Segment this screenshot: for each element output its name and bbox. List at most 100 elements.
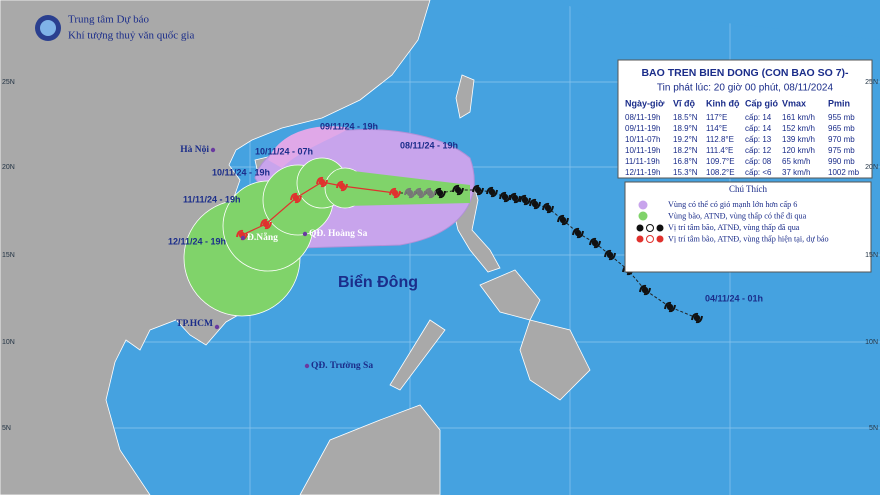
table-cell: 109.7°E xyxy=(706,157,735,166)
table-cell: cấp: <6 xyxy=(745,168,772,177)
org-subname: Khí tượng thuỷ văn quốc gia xyxy=(68,30,194,42)
legend-title: Chú Thích xyxy=(729,184,768,194)
past-position xyxy=(511,194,519,202)
place-dot xyxy=(210,147,216,153)
table-cell: 117°E xyxy=(706,113,727,122)
past-position-arm xyxy=(499,191,511,203)
table-cell: 114°E xyxy=(706,124,727,133)
past-position xyxy=(574,229,582,237)
place-dot xyxy=(304,363,310,369)
table-cell: 12/11-19h xyxy=(625,168,660,177)
legend-swatch xyxy=(638,200,648,210)
forecast-position xyxy=(292,194,300,202)
legend-item: Vùng bão, ATNĐ, vùng thấp có thể đi qua xyxy=(668,211,807,220)
legend-item: Vùng có thể có gió mạnh lớn hơn cấp 6 xyxy=(668,200,797,209)
past-position xyxy=(521,196,529,204)
place-dot xyxy=(240,235,246,241)
recent-position-arm xyxy=(424,187,436,199)
past-position-arm xyxy=(604,249,616,261)
table-header: Vmax xyxy=(782,98,806,108)
recent-position xyxy=(416,189,424,197)
table-cell: 10/11-07h xyxy=(625,135,660,144)
past-position xyxy=(666,303,674,311)
lat-label-right: 5N xyxy=(869,425,878,432)
table-cell: 65 km/h xyxy=(782,157,810,166)
forecast-position-arm xyxy=(260,218,272,230)
table-cell: cấp: 14 xyxy=(745,124,772,133)
table-cell: 990 mb xyxy=(828,157,855,166)
past-position xyxy=(606,251,614,259)
lat-label-right: 10N xyxy=(865,339,878,346)
track-label: 11/11/24 - 19h xyxy=(183,194,241,204)
forecast-position-arm xyxy=(336,180,348,192)
table-header: Pmin xyxy=(828,98,850,108)
table-cell: 111.4°E xyxy=(706,146,733,155)
table-cell: 1002 mb xyxy=(828,168,860,177)
track-label: 10/11/24 - 19h xyxy=(212,167,270,177)
forecast-position-arm xyxy=(389,187,401,199)
table-cell: 139 km/h xyxy=(782,135,815,144)
table-cell: 965 mb xyxy=(828,124,855,133)
legend-item: Vị trí tâm bão, ATNĐ, vùng thấp hiện tại… xyxy=(668,234,829,243)
table-cell: cấp: 08 xyxy=(745,157,772,166)
table-cell: 11/11-19h xyxy=(625,157,660,166)
past-position xyxy=(474,186,482,194)
table-cell: 970 mb xyxy=(828,135,855,144)
track-label: 04/11/24 - 01h xyxy=(705,293,763,303)
forecast-position-arm xyxy=(316,176,328,188)
table-cell: 18.5°N xyxy=(673,113,698,122)
past-position-arm xyxy=(664,301,676,313)
info-issued: Tin phát lúc: 20 giờ 00 phút, 08/11/2024 xyxy=(657,83,834,94)
table-cell: cấp: 12 xyxy=(745,146,772,155)
legend-swatch xyxy=(638,211,648,221)
lat-label-right: 20N xyxy=(865,164,878,171)
place-label: QĐ. Hoàng Sa xyxy=(309,229,368,239)
strong-wind-zone-north xyxy=(268,126,350,168)
past-position xyxy=(559,216,567,224)
track-label: 09/11/24 - 19h xyxy=(320,121,378,131)
past-position xyxy=(501,193,509,201)
table-header: Ngày-giờ xyxy=(625,98,665,108)
table-cell: 108.2°E xyxy=(706,168,735,177)
recent-position xyxy=(406,189,414,197)
forecast-position xyxy=(318,178,326,186)
lat-label-right: 25N xyxy=(865,79,878,86)
place-label: Hà Nội xyxy=(180,145,209,155)
track-label: 10/11/24 - 07h xyxy=(255,146,313,156)
table-header: Vĩ độ xyxy=(673,98,696,108)
lat-label-left: 25N xyxy=(2,79,15,86)
table-cell: 10/11-19h xyxy=(625,146,660,155)
past-position xyxy=(436,189,444,197)
past-position-arm xyxy=(542,202,554,214)
table-cell: 09/11-19h xyxy=(625,124,660,133)
org-name: Trung tâm Dự báo xyxy=(68,14,150,26)
table-cell: 19.2°N xyxy=(673,135,698,144)
table-cell: 16.8°N xyxy=(673,157,698,166)
past-position-arm xyxy=(519,194,531,206)
forecast-position xyxy=(262,220,270,228)
lat-label-left: 20N xyxy=(2,164,15,171)
past-position-arm xyxy=(572,227,584,239)
past-position-arm xyxy=(509,192,521,204)
table-cell: 18.2°N xyxy=(673,146,698,155)
place-label: TP.HCM xyxy=(176,319,213,329)
place-dot xyxy=(214,324,220,330)
legend-item: Vị trí tâm bão, ATNĐ, vùng thấp đã qua xyxy=(668,223,800,232)
forecast-position-arm xyxy=(290,192,302,204)
recent-position xyxy=(426,189,434,197)
past-position-arm xyxy=(486,186,498,198)
past-position xyxy=(544,204,552,212)
past-position-arm xyxy=(472,184,484,196)
past-position-arm xyxy=(452,184,464,196)
track-label: 12/11/24 - 19h xyxy=(168,236,226,246)
past-position xyxy=(693,314,701,322)
past-position-arm xyxy=(691,312,703,324)
past-position xyxy=(641,286,649,294)
table-cell: 161 km/h xyxy=(782,113,815,122)
place-label: QĐ. Trường Sa xyxy=(311,361,373,371)
logo-inner xyxy=(40,20,56,36)
table-cell: 08/11-19h xyxy=(625,113,660,122)
table-header: Kinh độ xyxy=(706,98,740,108)
